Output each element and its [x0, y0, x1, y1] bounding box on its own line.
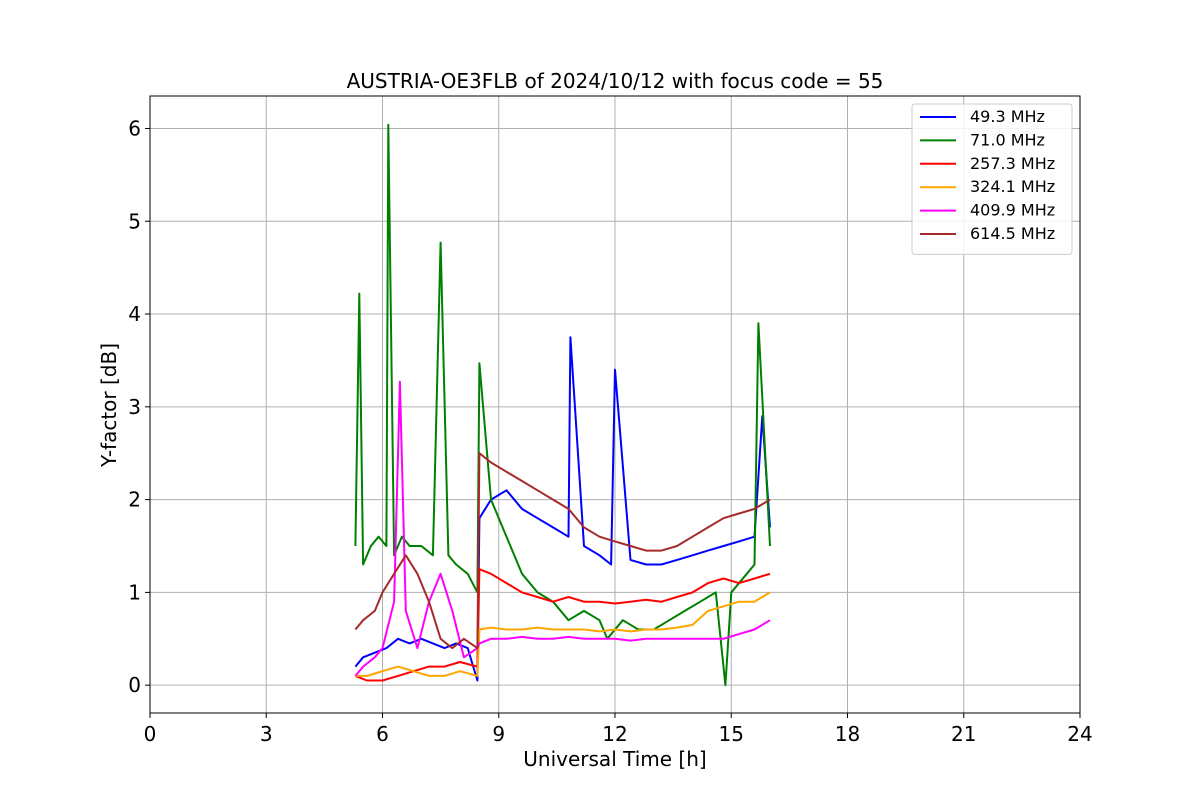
legend-label-1: 71.0 MHz	[970, 130, 1045, 149]
legend-label-3: 324.1 MHz	[970, 177, 1055, 196]
x-tick-label: 21	[951, 722, 976, 746]
y-tick-label: 1	[128, 580, 141, 604]
x-tick-label: 24	[1067, 722, 1092, 746]
y-tick-label: 6	[128, 116, 141, 140]
series-line-2	[355, 568, 771, 682]
series-line-0	[354, 336, 771, 682]
y-tick-label: 0	[128, 673, 141, 697]
x-tick-label: 12	[602, 722, 627, 746]
y-tick-label: 2	[128, 488, 141, 512]
y-tick-label: 4	[128, 302, 141, 326]
legend-label-4: 409.9 MHz	[970, 201, 1055, 220]
x-axis-label: Universal Time [h]	[523, 747, 706, 771]
legend-label-0: 49.3 MHz	[970, 107, 1045, 126]
chart-title: AUSTRIA-OE3FLB of 2024/10/12 with focus …	[347, 69, 884, 93]
x-tick-label: 15	[719, 722, 744, 746]
series-line-3	[355, 591, 771, 677]
x-tick-label: 3	[260, 722, 273, 746]
legend-label-2: 257.3 MHz	[970, 154, 1055, 173]
series-line-1	[354, 123, 771, 687]
x-tick-label: 6	[376, 722, 389, 746]
x-tick-label: 18	[835, 722, 860, 746]
y-tick-label: 3	[128, 395, 141, 419]
series-layer	[354, 123, 771, 687]
x-tick-label: 9	[492, 722, 505, 746]
x-tick-label: 0	[144, 722, 157, 746]
y-tick-label: 5	[128, 209, 141, 233]
series-line-4	[354, 380, 771, 677]
legend-label-5: 614.5 MHz	[970, 224, 1055, 243]
series-line-5	[354, 452, 771, 650]
legend-box	[911, 103, 1073, 255]
legend: 49.3 MHz 71.0 MHz 257.3 MHz 324.1 MHz 409.9 …	[911, 103, 1073, 255]
y-axis-label: Y-factor [dB]	[97, 343, 121, 468]
